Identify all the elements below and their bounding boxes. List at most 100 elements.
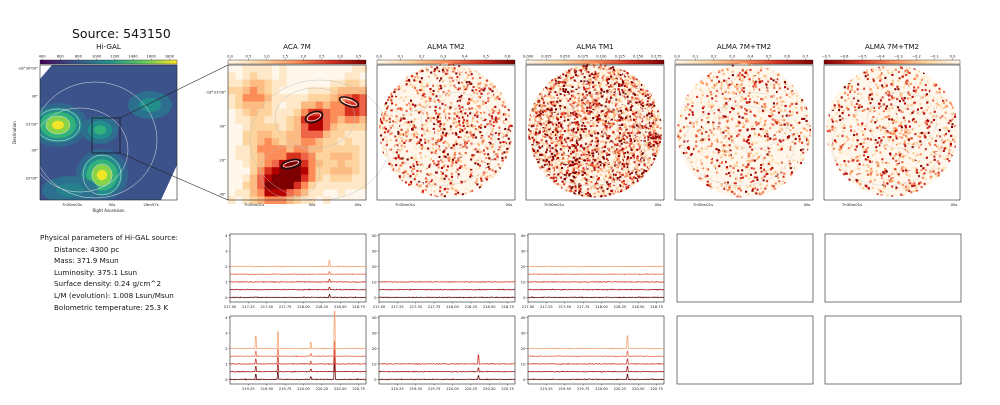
alma-noise-pixel	[435, 123, 439, 126]
alma-noise-pixel	[594, 72, 597, 75]
alma-noise-pixel	[448, 156, 451, 159]
alma-noise-pixel	[462, 91, 465, 95]
alma-noise-pixel	[427, 139, 430, 142]
alma-noise-pixel	[592, 87, 595, 91]
alma-noise-pixel	[644, 104, 647, 107]
alma-noise-pixel	[476, 169, 480, 172]
alma-noise-pixel	[597, 166, 600, 169]
alma-noise-pixel	[615, 152, 618, 155]
aca7m-pixel	[286, 152, 294, 161]
alma-noise-pixel	[479, 177, 483, 180]
alma-noise-pixel	[573, 66, 576, 69]
alma-noise-pixel	[552, 154, 555, 157]
alma-noise-pixel	[562, 110, 565, 113]
alma-noise-pixel	[392, 105, 395, 108]
alma-noise-pixel	[607, 88, 610, 91]
alma-noise-pixel	[442, 110, 446, 113]
alma-noise-pixel	[581, 163, 584, 166]
alma-noise-pixel	[575, 79, 578, 82]
alma-noise-pixel	[494, 96, 497, 99]
alma-noise-pixel	[476, 150, 479, 153]
alma-noise-pixel	[639, 143, 642, 146]
alma-noise-pixel	[627, 99, 630, 102]
alma-noise-pixel	[413, 167, 416, 170]
colorbar-tick-label: −0.1	[930, 55, 939, 59]
alma-noise-pixel	[420, 97, 423, 100]
alma-noise-pixel	[481, 160, 484, 163]
alma-noise-pixel	[500, 93, 503, 96]
alma-noise-pixel	[467, 174, 471, 177]
alma-noise-pixel	[431, 137, 434, 140]
alma-noise-pixel	[629, 108, 632, 111]
alma-noise-pixel	[507, 130, 511, 133]
alma-noise-pixel	[388, 104, 392, 107]
alma-noise-pixel	[401, 160, 404, 163]
alma-noise-pixel	[581, 189, 584, 192]
alma-noise-pixel	[569, 134, 572, 137]
alma-noise-pixel	[631, 92, 634, 95]
alma-noise-pixel	[571, 137, 574, 140]
alma-noise-pixel	[530, 125, 533, 128]
alma-noise-pixel	[577, 123, 580, 126]
alma-noise-pixel	[641, 98, 644, 101]
alma-noise-pixel	[467, 141, 470, 144]
alma-noise-pixel	[574, 70, 577, 73]
alma-noise-pixel	[455, 143, 458, 146]
aca7m-pixel	[301, 94, 309, 102]
alma-noise-pixel	[614, 167, 617, 170]
alma-noise-pixel	[637, 124, 640, 127]
alma-noise-pixel	[478, 125, 481, 128]
alma-noise-pixel	[405, 135, 408, 138]
alma-noise-pixel	[492, 95, 495, 98]
alma-noise-pixel	[484, 175, 487, 178]
alma-noise-pixel	[421, 73, 424, 76]
colorbar-tick-label: 0.4	[748, 55, 754, 59]
aca7m-core-inner-0	[306, 112, 322, 122]
alma-noise-pixel	[532, 120, 535, 123]
alma-noise-pixel	[612, 129, 615, 132]
alma-noise-pixel	[582, 113, 585, 116]
alma-noise-pixel	[394, 85, 397, 88]
alma-noise-pixel	[572, 106, 575, 109]
alma-noise-pixel	[616, 155, 619, 158]
alma-noise-pixel	[630, 148, 633, 152]
aca7m-pixel	[249, 189, 258, 197]
alma-noise-pixel	[629, 114, 632, 117]
alma-noise-pixel	[488, 113, 491, 116]
alma-noise-pixel	[432, 143, 435, 146]
alma-noise-pixel	[381, 142, 384, 145]
alma-noise-pixel	[447, 186, 450, 189]
alma-noise-pixel	[489, 142, 492, 145]
aca7m-pixel	[322, 108, 331, 117]
alma-noise-pixel	[609, 100, 612, 103]
alma-noise-pixel	[639, 123, 642, 126]
alma-noise-pixel	[417, 165, 420, 168]
alma-noise-pixel	[539, 91, 542, 94]
alma-noise-pixel	[563, 183, 566, 186]
alma-noise-pixel	[646, 90, 649, 93]
alma-noise-pixel	[619, 180, 622, 183]
alma-noise-pixel	[487, 153, 490, 156]
aca7m-pixel	[315, 138, 324, 146]
alma-noise-pixel	[427, 97, 431, 100]
alma-noise-pixel	[646, 127, 649, 130]
alma-noise-pixel	[531, 114, 534, 117]
alma-noise-pixel	[419, 185, 422, 188]
alma-noise-pixel	[506, 150, 509, 154]
alma-noise-pixel	[594, 178, 597, 181]
alma-noise-pixel	[490, 139, 493, 142]
alma-noise-pixel	[413, 118, 416, 121]
alma-noise-pixel	[554, 82, 557, 85]
alma-noise-pixel	[445, 151, 448, 154]
alma-noise-pixel	[428, 194, 431, 197]
alma-noise-pixel	[573, 85, 576, 88]
alma-noise-pixel	[651, 114, 654, 117]
alma-noise-pixel	[442, 159, 445, 162]
alma-noise-pixel	[395, 106, 398, 109]
alma-noise-pixel	[542, 122, 545, 125]
alma-noise-pixel	[633, 132, 636, 135]
alma-noise-pixel	[425, 180, 428, 183]
alma-noise-pixel	[560, 176, 563, 179]
alma-noise-pixel	[436, 116, 439, 119]
aca7m-pixel	[352, 145, 360, 153]
